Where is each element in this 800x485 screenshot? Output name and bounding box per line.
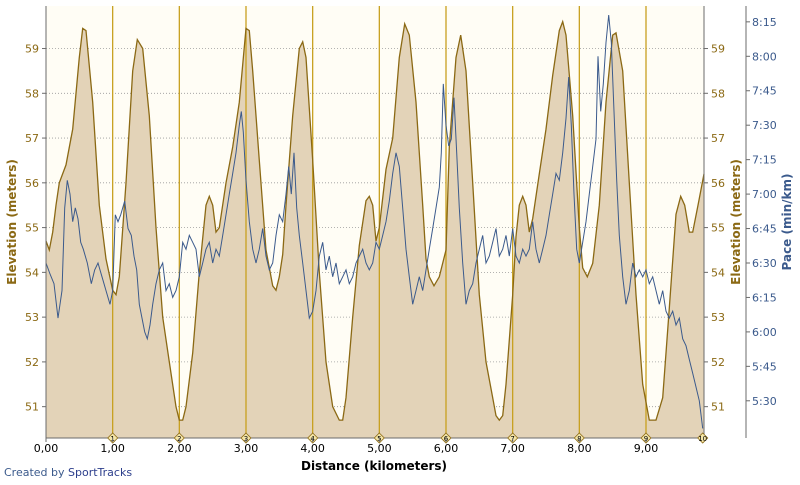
right-elevation-tick-label: 52	[711, 356, 725, 369]
x-tick-label: 8,00	[567, 442, 592, 455]
lap-badge	[697, 432, 709, 444]
left-tick-label: 56	[25, 177, 39, 190]
pace-tick-label: 8:15	[752, 16, 777, 29]
right-elevation-tick-label: 56	[711, 177, 725, 190]
elevation-line	[45, 19, 705, 422]
pace-tick-label: 6:15	[752, 291, 777, 304]
pace-tick-label: 7:45	[752, 85, 777, 98]
pace-tick-label: 6:00	[752, 326, 777, 339]
pace-tick-label: 6:45	[752, 223, 777, 236]
pace-tick-label: 7:30	[752, 119, 777, 132]
lap-badge-label: 10	[698, 435, 707, 443]
x-tick-label: 3,00	[234, 442, 259, 455]
x-axis-title: Distance (kilometers)	[301, 459, 447, 473]
right-elevation-tick-label: 53	[711, 311, 725, 324]
right-elevation-tick-label: 51	[711, 401, 725, 414]
right-elevation-tick-label: 55	[711, 222, 725, 235]
right-elevation-tick-label: 57	[711, 132, 725, 145]
left-tick-label: 58	[25, 87, 39, 100]
pace-axis-title: Pace (min/km)	[780, 174, 794, 271]
left-tick-label: 52	[25, 356, 39, 369]
left-tick-label: 57	[25, 132, 39, 145]
x-tick-label: 6,00	[434, 442, 459, 455]
left-tick-label: 51	[25, 401, 39, 414]
right-elevation-tick-label: 59	[711, 43, 725, 56]
x-tick-label: 1,00	[100, 442, 125, 455]
credit-text: Created by SportTracks	[4, 466, 132, 479]
left-tick-label: 55	[25, 222, 39, 235]
x-tick-label: 2,00	[167, 442, 192, 455]
right-elevation-axis-title: Elevation (meters)	[729, 159, 743, 285]
left-tick-label: 59	[25, 43, 39, 56]
credit-link[interactable]: SportTracks	[68, 466, 132, 479]
left-tick-label: 54	[25, 266, 39, 279]
pace-tick-label: 5:45	[752, 360, 777, 373]
credit-prefix: Created by	[4, 466, 68, 479]
left-y-axis-title: Elevation (meters)	[5, 159, 19, 285]
pace-tick-label: 5:30	[752, 395, 777, 408]
pace-tick-label: 6:30	[752, 257, 777, 270]
pace-tick-label: 8:00	[752, 50, 777, 63]
pace-line	[45, 14, 704, 429]
elevation-area	[46, 21, 704, 438]
x-tick-label: 5,00	[367, 442, 392, 455]
left-tick-label: 53	[25, 311, 39, 324]
x-tick-label: 7,00	[500, 442, 525, 455]
pace-tick-label: 7:00	[752, 188, 777, 201]
right-elevation-tick-label: 58	[711, 87, 725, 100]
x-tick-label: 0,00	[34, 442, 59, 455]
x-tick-label: 4,00	[300, 442, 325, 455]
right-elevation-tick-label: 54	[711, 266, 725, 279]
pace-tick-label: 7:15	[752, 154, 777, 167]
axis-ticks: 51 52 53 54 55 56 57 58 59 51 52 53 54 55 56 57 58 59 5:30…	[25, 16, 777, 455]
x-tick-label: 9,00	[634, 442, 659, 455]
